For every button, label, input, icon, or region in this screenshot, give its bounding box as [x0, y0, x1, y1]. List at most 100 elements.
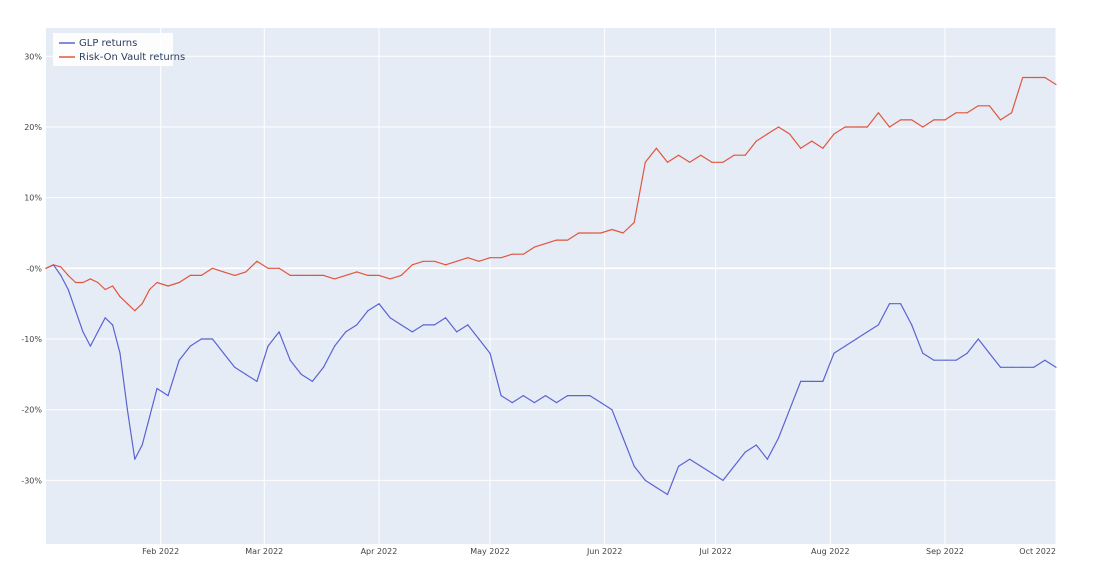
data-point: [467, 324, 469, 326]
data-point: [267, 267, 269, 269]
data-point: [855, 338, 857, 340]
data-point: [422, 324, 424, 326]
data-point: [378, 274, 380, 276]
x-tick-label: Aug 2022: [811, 547, 850, 556]
data-point: [1044, 359, 1046, 361]
data-point: [567, 395, 569, 397]
data-point: [589, 395, 591, 397]
data-point: [789, 133, 791, 135]
x-gridlines: [160, 28, 1057, 544]
data-point: [744, 451, 746, 453]
y-tick-label: -10%: [21, 335, 42, 344]
y-axis-ticks: -30% -20% -10% -0% 10% 20% 30%: [21, 52, 42, 485]
data-point: [522, 253, 524, 255]
data-point: [126, 409, 128, 411]
data-point: [97, 331, 99, 333]
data-point: [522, 395, 524, 397]
data-point: [955, 112, 957, 114]
data-point: [278, 331, 280, 333]
data-point: [678, 154, 680, 156]
data-point: [223, 352, 225, 354]
data-point: [300, 274, 302, 276]
data-point: [855, 126, 857, 128]
data-point: [445, 317, 447, 319]
data-point: [478, 260, 480, 262]
data-point: [888, 126, 891, 128]
data-point: [988, 352, 991, 354]
data-point: [755, 140, 757, 142]
data-point: [256, 260, 258, 262]
x-tick-label: Apr 2022: [361, 547, 398, 556]
data-point: [555, 402, 558, 404]
data-point: [234, 274, 236, 276]
data-point: [611, 228, 613, 231]
data-point: [189, 274, 191, 276]
data-point: [866, 331, 868, 333]
data-point: [833, 133, 835, 135]
data-point: [833, 352, 835, 354]
data-point: [622, 232, 624, 234]
data-point: [300, 373, 302, 375]
data-point: [278, 267, 280, 269]
data-point: [711, 161, 713, 163]
y-tick-label: 10%: [24, 194, 42, 203]
data-point: [356, 324, 358, 326]
data-point: [1055, 83, 1057, 86]
x-tick-label: Jul 2022: [698, 547, 732, 556]
y-tick-label: 30%: [24, 52, 42, 61]
data-point: [800, 147, 802, 149]
data-point: [267, 345, 269, 347]
data-point: [104, 317, 106, 319]
data-point: [866, 126, 868, 128]
x-axis-ticks: Feb 2022 Mar 2022 Apr 2022 May 2022 Jun 2022…: [142, 547, 1056, 556]
data-point: [800, 380, 802, 382]
series-points-glp: [45, 264, 1057, 496]
x-tick-label: Mar 2022: [245, 547, 283, 556]
data-point: [689, 458, 691, 460]
data-point: [777, 126, 780, 128]
data-point: [1055, 366, 1057, 368]
data-point: [367, 274, 369, 276]
data-point: [322, 366, 325, 368]
data-point: [844, 126, 846, 128]
data-point: [633, 221, 635, 223]
data-point: [189, 345, 191, 347]
data-point: [511, 253, 513, 255]
data-point: [75, 310, 77, 312]
x-tick-label: May 2022: [470, 547, 509, 556]
data-point: [97, 281, 99, 284]
data-point: [149, 288, 151, 291]
data-point: [223, 271, 225, 273]
x-tick-label: Sep 2022: [926, 547, 964, 556]
data-point: [82, 281, 84, 284]
data-point: [489, 352, 491, 354]
data-point: [52, 264, 55, 266]
data-point: [766, 133, 769, 135]
data-point: [644, 479, 646, 481]
data-point: [256, 380, 258, 382]
data-point: [112, 324, 114, 326]
data-point: [311, 274, 313, 276]
data-point: [544, 395, 547, 397]
data-point: [134, 310, 136, 312]
data-point: [999, 119, 1002, 121]
data-point: [456, 331, 458, 333]
data-point: [966, 352, 968, 354]
data-point: [141, 444, 143, 446]
data-point: [555, 239, 558, 241]
data-point: [112, 285, 114, 287]
data-point: [722, 479, 724, 481]
data-point: [811, 140, 813, 142]
data-point: [200, 274, 202, 276]
data-point: [156, 387, 158, 390]
data-point: [400, 274, 402, 276]
data-point: [900, 303, 902, 305]
data-point: [533, 246, 536, 248]
x-tick-label: Feb 2022: [142, 547, 179, 556]
data-point: [900, 119, 902, 121]
data-point: [822, 380, 824, 382]
data-point: [789, 409, 791, 411]
data-point: [400, 324, 402, 326]
data-point: [977, 338, 979, 340]
